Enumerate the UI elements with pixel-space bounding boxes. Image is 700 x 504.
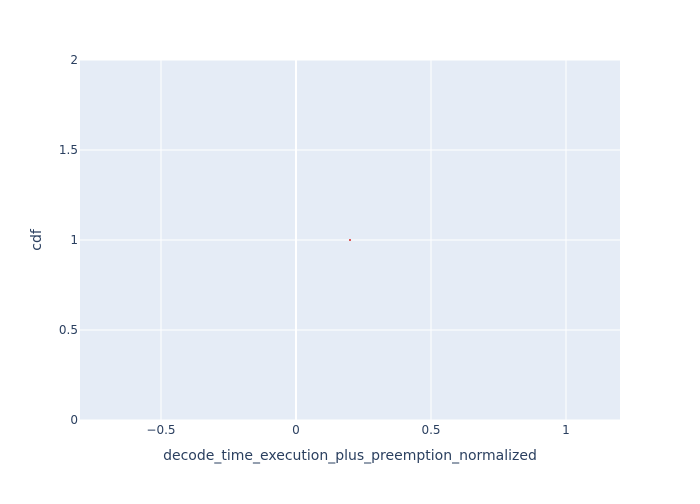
data-point [349, 239, 351, 241]
y-axis-title: cdf [29, 228, 45, 251]
grid-layer [80, 59, 620, 421]
y-tick-label: 1 [70, 233, 78, 247]
x-tick-label: 0 [292, 423, 300, 437]
points-layer [349, 239, 351, 241]
y-tick-label: 0.5 [59, 323, 78, 337]
x-tick-label: −0.5 [146, 423, 175, 437]
y-tick-label: 2 [70, 53, 78, 67]
x-tick-label: 1 [562, 423, 570, 437]
y-tick-labels: 0 0.5 1 1.5 2 [59, 53, 78, 427]
x-axis-title: decode_time_execution_plus_preemption_no… [163, 448, 537, 464]
y-tick-label: 0 [70, 413, 78, 427]
y-tick-label: 1.5 [59, 143, 78, 157]
x-tick-label: 0.5 [421, 423, 440, 437]
x-tick-labels: −0.5 0 0.5 1 [146, 423, 569, 437]
